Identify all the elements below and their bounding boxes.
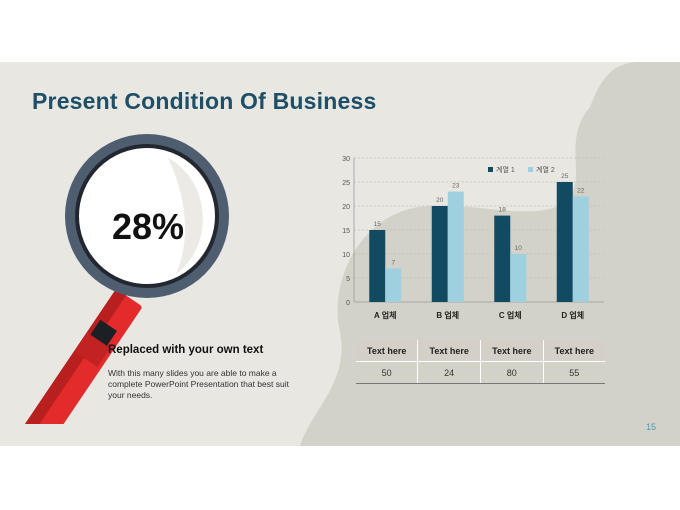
page-title: Present Condition Of Business (32, 88, 377, 114)
table-cell: 80 (479, 361, 544, 384)
legend-swatch (528, 167, 533, 172)
bar (385, 268, 402, 302)
percentage-value: 28% (111, 206, 185, 247)
table-cell: 50 (356, 361, 418, 384)
bar (572, 196, 589, 302)
y-tick-label: 0 (346, 300, 350, 307)
body-text: With this many slides you are able to ma… (108, 368, 289, 400)
bar (369, 230, 386, 302)
y-tick-label: 5 (346, 276, 350, 283)
data-label: 7 (391, 259, 395, 266)
x-tick-label: B 업체 (436, 310, 459, 320)
data-label: 10 (515, 245, 523, 252)
y-tick-label: 25 (342, 180, 350, 187)
bar (494, 215, 511, 302)
page-number: 15 (646, 422, 657, 432)
data-label: 23 (452, 183, 460, 190)
magnifier-icon (0, 134, 229, 424)
y-tick-label: 20 (342, 204, 350, 211)
legend-label: 계열 2 (536, 165, 555, 174)
table-cell: 55 (542, 361, 605, 384)
bar (556, 182, 573, 302)
bar (447, 191, 464, 302)
data-label: 15 (374, 221, 382, 228)
table-cell: 24 (417, 361, 481, 384)
table-header: Text here (479, 340, 544, 362)
bar (431, 206, 448, 302)
data-label: 18 (499, 207, 507, 214)
table-header: Text here (417, 340, 481, 362)
data-table: Text here Text here Text here Text here … (356, 340, 605, 384)
x-tick-label: C 업체 (499, 310, 522, 320)
slide: Present Condition Of Business 28% Replac… (0, 62, 680, 446)
legend-label: 계열 1 (496, 165, 515, 174)
data-label: 20 (436, 197, 444, 204)
x-tick-label: A 업체 (374, 310, 396, 320)
table-header: Text here (542, 340, 605, 362)
legend-swatch (488, 167, 493, 172)
y-tick-label: 30 (342, 156, 350, 163)
y-tick-label: 15 (342, 228, 350, 235)
bar-chart: 0 5 10 15 20 25 30 15 7 A 업체 20 23 B 업체 18 10 C 업체 25 22 D… (342, 156, 604, 320)
bar (510, 254, 527, 302)
table-header: Text here (356, 340, 418, 362)
data-label: 25 (561, 173, 569, 180)
x-tick-label: D 업체 (561, 310, 584, 320)
data-label: 22 (577, 187, 585, 194)
y-tick-label: 10 (342, 252, 350, 259)
sub-heading: Replaced with your own text (108, 344, 264, 356)
